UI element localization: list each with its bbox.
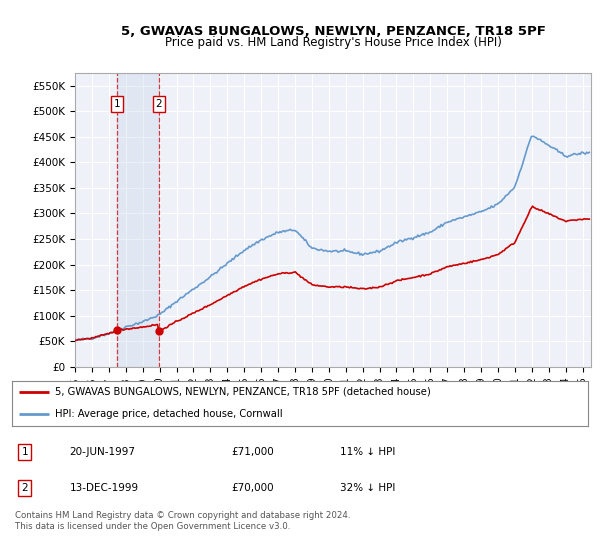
Text: Contains HM Land Registry data © Crown copyright and database right 2024.: Contains HM Land Registry data © Crown c… <box>15 511 350 520</box>
Text: 1: 1 <box>22 447 28 458</box>
Text: 2: 2 <box>22 483 28 493</box>
Text: 20-JUN-1997: 20-JUN-1997 <box>70 447 136 458</box>
Text: £71,000: £71,000 <box>231 447 274 458</box>
Text: 5, GWAVAS BUNGALOWS, NEWLYN, PENZANCE, TR18 5PF (detached house): 5, GWAVAS BUNGALOWS, NEWLYN, PENZANCE, T… <box>55 387 431 397</box>
Text: This data is licensed under the Open Government Licence v3.0.: This data is licensed under the Open Gov… <box>15 522 290 531</box>
Text: HPI: Average price, detached house, Cornwall: HPI: Average price, detached house, Corn… <box>55 409 283 419</box>
Text: 32% ↓ HPI: 32% ↓ HPI <box>340 483 395 493</box>
Text: 1: 1 <box>113 99 120 109</box>
Text: Price paid vs. HM Land Registry's House Price Index (HPI): Price paid vs. HM Land Registry's House … <box>164 36 502 49</box>
Text: 11% ↓ HPI: 11% ↓ HPI <box>340 447 395 458</box>
Bar <box>117 73 159 367</box>
Text: 13-DEC-1999: 13-DEC-1999 <box>70 483 139 493</box>
Text: 2: 2 <box>155 99 162 109</box>
Text: £70,000: £70,000 <box>231 483 274 493</box>
Text: 5, GWAVAS BUNGALOWS, NEWLYN, PENZANCE, TR18 5PF: 5, GWAVAS BUNGALOWS, NEWLYN, PENZANCE, T… <box>121 25 545 38</box>
